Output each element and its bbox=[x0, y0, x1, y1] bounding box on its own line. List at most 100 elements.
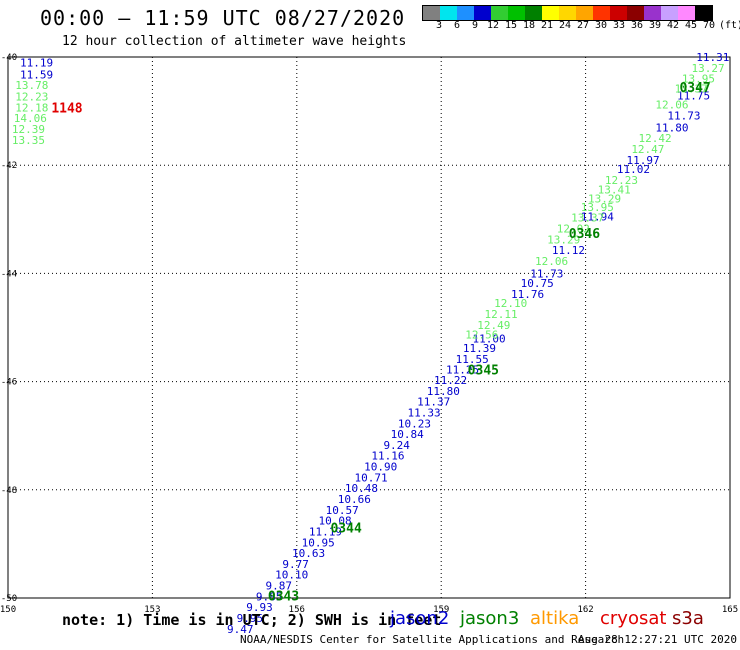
colorbar-label: 12 bbox=[486, 20, 500, 31]
data-label-jason2: 11.37 bbox=[417, 396, 450, 409]
colorbar-swatch bbox=[661, 6, 678, 20]
data-label-jason2: 11.25 bbox=[446, 364, 479, 377]
data-label-jason3: 12.06 bbox=[655, 99, 688, 112]
legend-jason2: jason2 bbox=[390, 608, 450, 629]
colorbar-label: (ft) bbox=[718, 20, 740, 31]
data-label-jason3: 12.39 bbox=[12, 123, 45, 136]
data-label-jason3: 13.95 bbox=[682, 73, 715, 86]
x-tick-label: 153 bbox=[144, 605, 160, 615]
time-annotation: 0346 bbox=[569, 227, 600, 242]
data-label-jason3: 12.23 bbox=[15, 90, 48, 103]
colorbar-swatch bbox=[593, 6, 610, 20]
data-label-jason3: 13.41 bbox=[598, 184, 631, 197]
page-title: 00:00 – 11:59 UTC 08/27/2020 bbox=[40, 6, 406, 30]
colorbar-swatch bbox=[457, 6, 474, 20]
x-tick-label: 162 bbox=[577, 605, 593, 615]
colorbar-swatch bbox=[610, 6, 627, 20]
data-label-jason3: 12.11 bbox=[485, 308, 518, 321]
data-label-jason2: 10.75 bbox=[521, 277, 554, 290]
time-annotation: 0347 bbox=[679, 81, 710, 96]
legend-s3a: s3a bbox=[672, 608, 704, 629]
colorbar-label: 27 bbox=[576, 20, 590, 31]
data-label-jason2: 11.39 bbox=[463, 342, 496, 355]
data-label-jason3: 13.29 bbox=[588, 193, 621, 206]
colorbar-label: 6 bbox=[453, 20, 461, 31]
data-label-jason3: 13.27 bbox=[691, 62, 724, 75]
data-label-jason3: 12.10 bbox=[494, 297, 527, 310]
data-label-jason2: 11.76 bbox=[511, 288, 544, 301]
data-label-jason3: 12.18 bbox=[15, 101, 48, 114]
data-label-jason2: 9.24 bbox=[383, 439, 410, 452]
y-tick-label: -48 bbox=[1, 486, 17, 496]
colorbar-label: 21 bbox=[540, 20, 554, 31]
colorbar-swatch bbox=[644, 6, 661, 20]
data-label-jason2: 10.10 bbox=[275, 569, 308, 582]
page-subtitle: 12 hour collection of altimeter wave hei… bbox=[62, 34, 407, 49]
colorbar-label: 15 bbox=[504, 20, 518, 31]
data-label-jason2: 11.31 bbox=[696, 51, 729, 64]
data-label-jason2: 11.59 bbox=[20, 68, 53, 81]
data-label-jason2: 10.08 bbox=[318, 515, 351, 528]
data-label-jason3: 13.35 bbox=[12, 134, 45, 147]
data-label-jason2: 9.93 bbox=[246, 601, 273, 614]
data-label-jason2: 11.94 bbox=[581, 211, 614, 224]
data-label-jason2: 11.00 bbox=[472, 332, 505, 345]
data-label-jason3: 13.37 bbox=[675, 82, 708, 95]
data-label-jason2: 10.57 bbox=[326, 504, 359, 517]
x-tick-label: 156 bbox=[289, 605, 305, 615]
data-label-jason2: 10.71 bbox=[355, 471, 388, 484]
colorbar-label: 3 bbox=[435, 20, 443, 31]
data-label-cryosat: 1148 bbox=[51, 101, 82, 116]
data-label-jason3: 12.42 bbox=[639, 132, 672, 145]
colorbar-swatch bbox=[559, 6, 576, 20]
data-label-jason2: 10.23 bbox=[398, 417, 431, 430]
data-label-jason2: 10.66 bbox=[338, 493, 371, 506]
data-label-jason2: 10.90 bbox=[364, 461, 397, 474]
data-label-jason3: 13.95 bbox=[581, 201, 614, 214]
colorbar-swatch bbox=[491, 6, 508, 20]
data-label-jason3: 14.06 bbox=[14, 112, 47, 125]
data-label-jason2: 10.63 bbox=[292, 547, 325, 560]
colorbar-label: 45 bbox=[684, 20, 698, 31]
data-label-jason3: 12.47 bbox=[631, 143, 664, 156]
colorbar-swatch bbox=[525, 6, 542, 20]
y-tick-label: -46 bbox=[1, 378, 17, 388]
legend-altika: altika bbox=[530, 608, 580, 629]
data-label-jason2: 9.87 bbox=[266, 580, 293, 593]
data-label-jason2: 11.19 bbox=[20, 56, 53, 69]
x-tick-label: 165 bbox=[722, 605, 738, 615]
data-label-jason2: 10.48 bbox=[345, 482, 378, 495]
data-label-jason2: 11.73 bbox=[530, 267, 563, 280]
data-label-jason2: 11.12 bbox=[552, 244, 585, 257]
data-label-jason2: 9.95 bbox=[237, 612, 264, 625]
colorbar-swatch bbox=[474, 6, 491, 20]
data-label-jason2: 9.85 bbox=[256, 590, 282, 603]
legend-cryosat: cryosat bbox=[600, 608, 667, 629]
colorbar-swatch bbox=[627, 6, 644, 20]
data-label-jason2: 11.80 bbox=[655, 121, 688, 134]
generated-timestamp: Aug 28 12:27:21 UTC 2020 bbox=[578, 633, 737, 646]
x-tick-label: 159 bbox=[433, 605, 449, 615]
data-label-jason3: 13.37 bbox=[571, 212, 604, 225]
data-label-jason3: 13.78 bbox=[15, 79, 48, 92]
y-tick-label: -44 bbox=[1, 269, 17, 279]
colorbar-label: 9 bbox=[471, 20, 479, 31]
colorbar-label: 39 bbox=[648, 20, 662, 31]
data-label-jason3: 12.02 bbox=[557, 222, 590, 235]
data-label-jason2: 10.95 bbox=[302, 536, 335, 549]
colorbar-label: 42 bbox=[666, 20, 680, 31]
data-label-jason2: 9.47 bbox=[227, 623, 254, 636]
colorbar-label: 70 bbox=[702, 20, 716, 31]
y-tick-label: -50 bbox=[1, 594, 17, 604]
data-label-jason2: 11.97 bbox=[627, 154, 660, 167]
data-label-jason2: 11.80 bbox=[427, 385, 460, 398]
data-label-jason2: 11.19 bbox=[309, 525, 342, 538]
data-label-jason2: 10.84 bbox=[391, 428, 424, 441]
colorbar-label: 18 bbox=[522, 20, 536, 31]
footer-note: note: 1) Time is in UTC; 2) SWH is in fe… bbox=[62, 611, 442, 629]
colorbar-label: 24 bbox=[558, 20, 572, 31]
colorbar-label: 36 bbox=[630, 20, 644, 31]
data-label-jason3: 12.06 bbox=[535, 255, 568, 268]
plot-frame bbox=[7, 56, 731, 599]
